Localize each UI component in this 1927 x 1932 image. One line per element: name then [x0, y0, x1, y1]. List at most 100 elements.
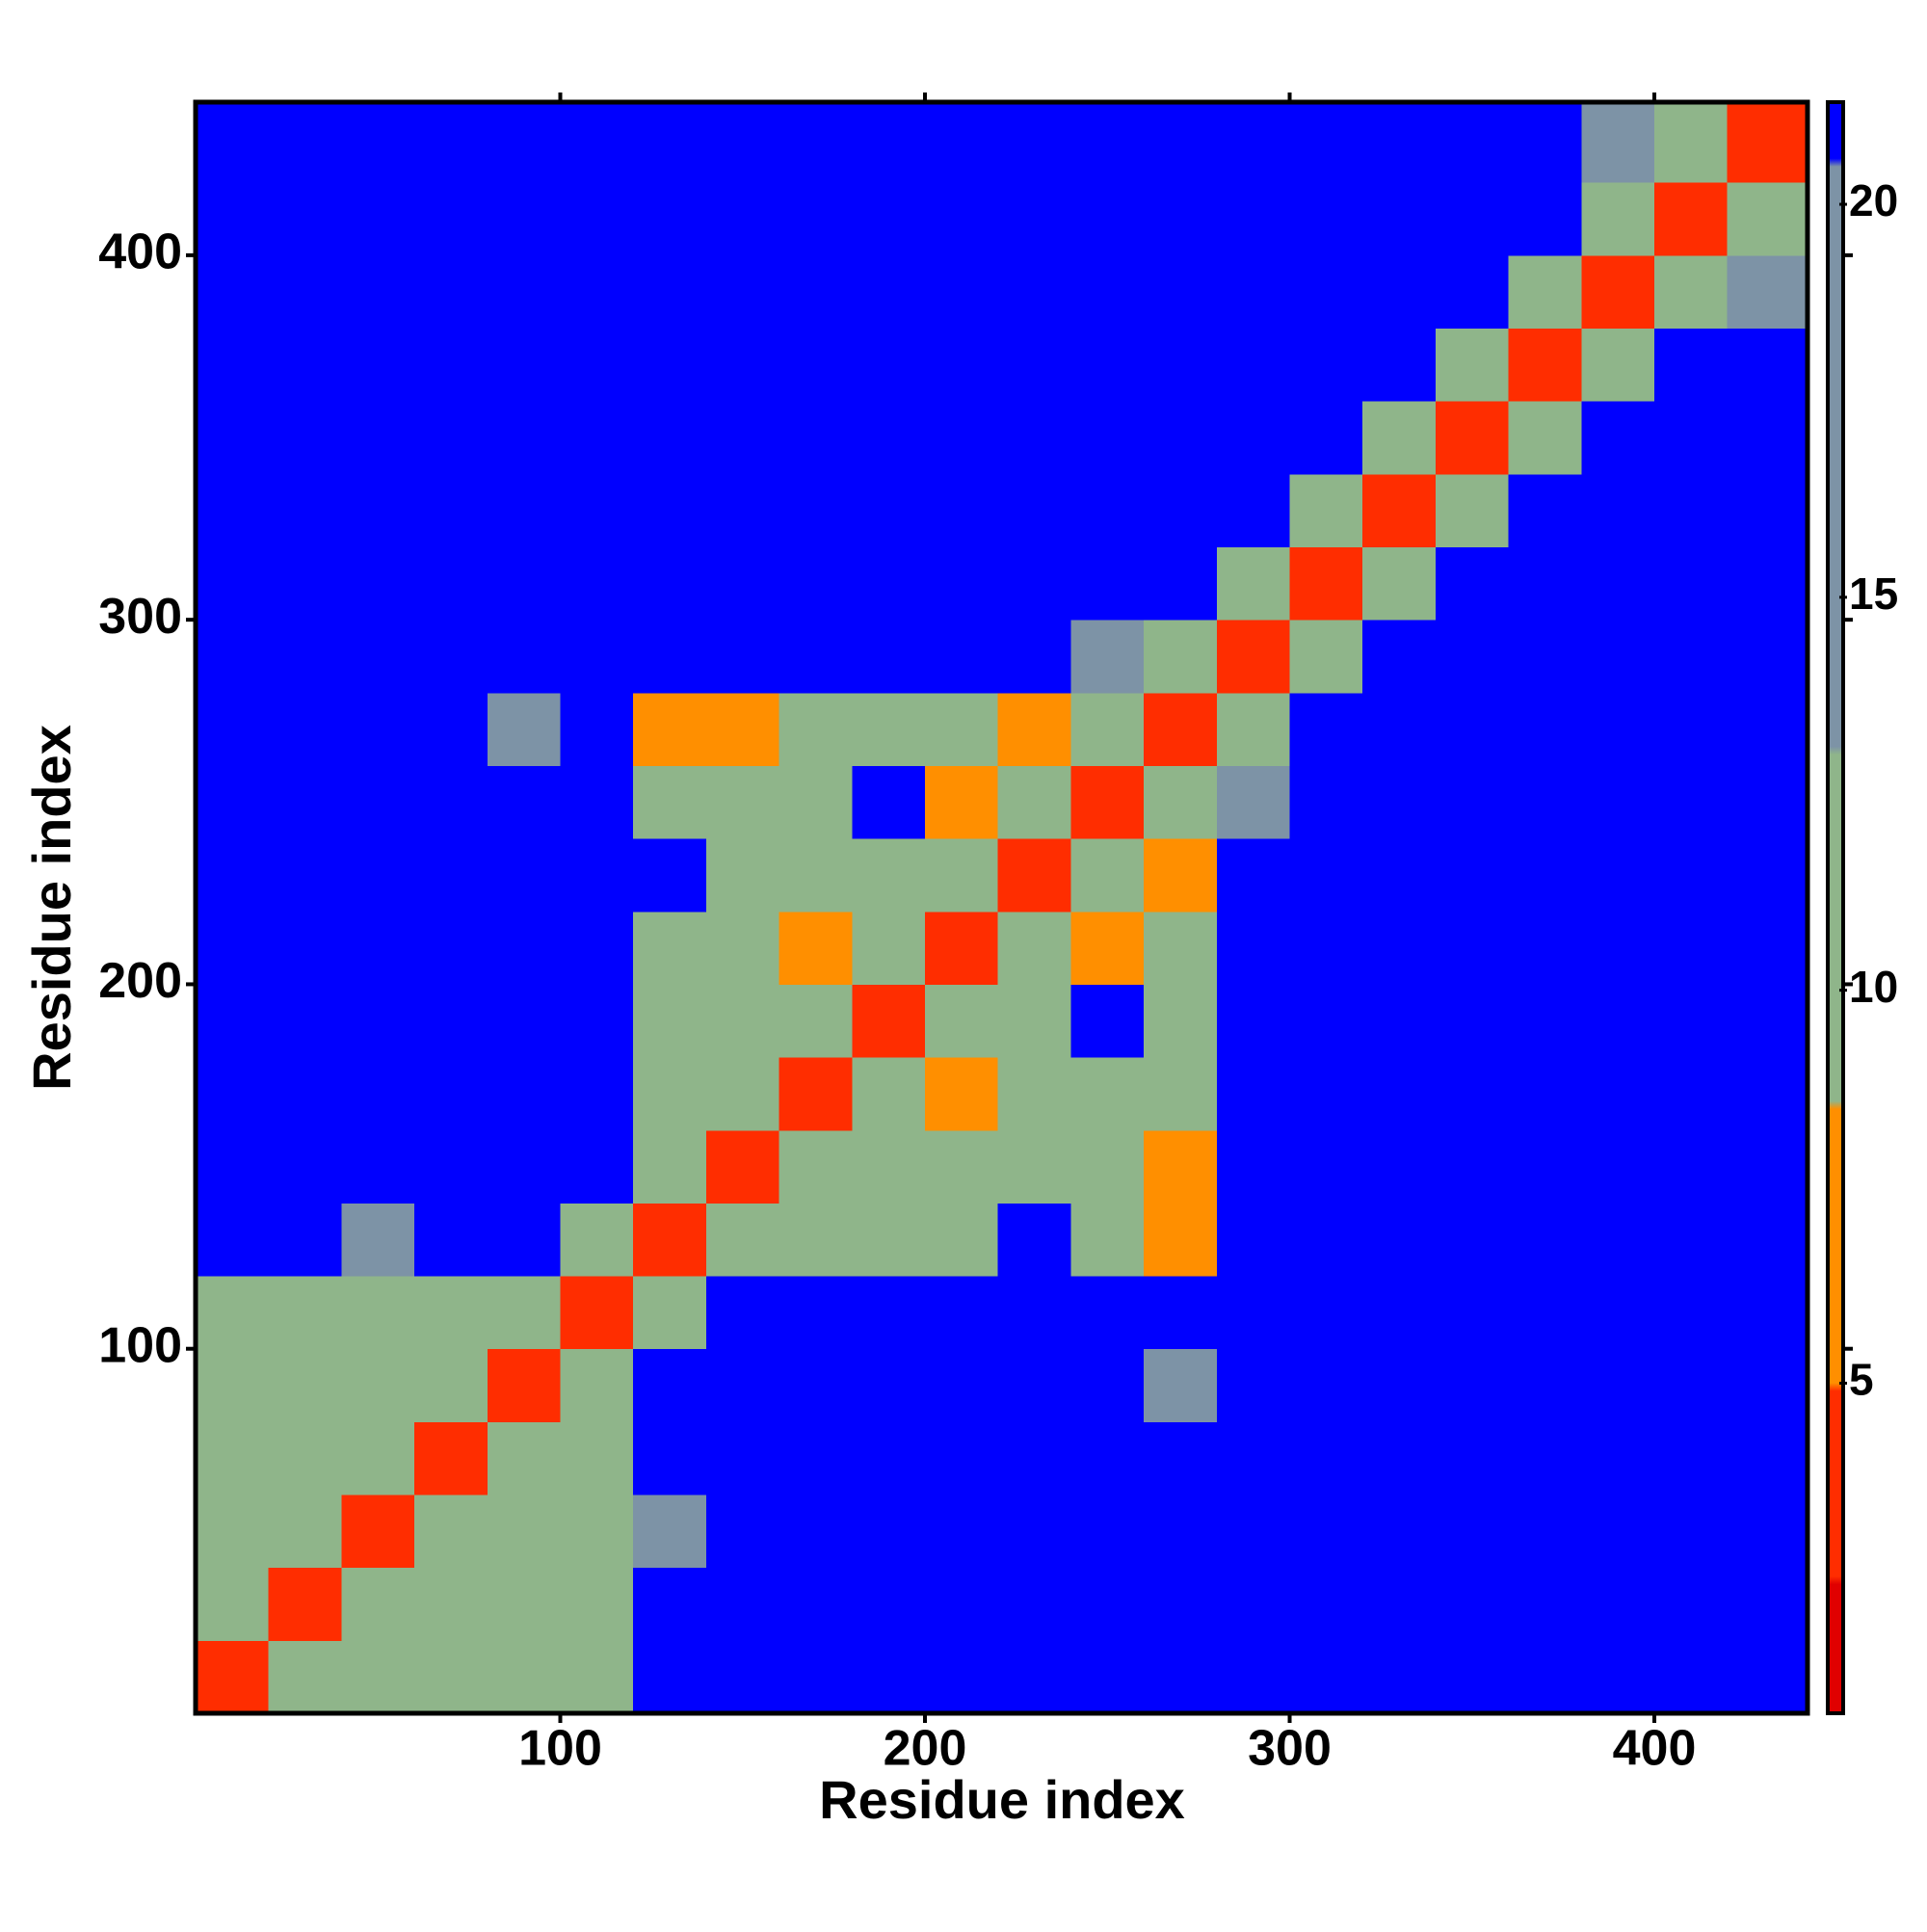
heatmap-cell	[705, 254, 780, 330]
heatmap-cell	[1581, 765, 1655, 839]
heatmap-cell	[560, 984, 634, 1058]
heatmap-cell	[487, 401, 562, 475]
heatmap-cell	[268, 765, 342, 839]
heatmap-cell	[1216, 254, 1291, 330]
heatmap-cell	[925, 1421, 999, 1495]
heatmap-cell	[1727, 620, 1808, 694]
x-tick-label: 100	[518, 1721, 602, 1777]
heatmap-cell	[1435, 1495, 1510, 1569]
heatmap-cell	[196, 1495, 270, 1569]
heatmap-cell	[341, 984, 415, 1058]
heatmap-cell	[1581, 1495, 1655, 1569]
heatmap-cell	[925, 692, 999, 766]
heatmap-cell	[1216, 1276, 1291, 1350]
heatmap-cell	[925, 838, 999, 913]
heatmap-cell	[1216, 328, 1291, 402]
heatmap-cell	[1362, 473, 1437, 548]
heatmap-cell	[1435, 1348, 1510, 1422]
heatmap-cell	[997, 254, 1071, 330]
heatmap-cell	[1362, 1203, 1437, 1277]
heatmap-cell	[1216, 1203, 1291, 1277]
heatmap-cell	[852, 102, 926, 183]
heatmap-cell	[1435, 620, 1510, 694]
heatmap-cell	[633, 1276, 707, 1350]
heatmap-cell	[268, 1421, 342, 1495]
heatmap-cell	[487, 911, 562, 985]
heatmap-cell	[1070, 765, 1145, 839]
heatmap-cell	[1070, 328, 1145, 402]
heatmap-cell	[1362, 1567, 1437, 1641]
heatmap-cell	[633, 1421, 707, 1495]
heatmap-cell	[341, 692, 415, 766]
heatmap-cell	[487, 984, 562, 1058]
heatmap-cell	[560, 838, 634, 913]
heatmap-cell	[268, 102, 342, 183]
heatmap-cell	[1144, 620, 1218, 694]
heatmap-cell	[997, 765, 1071, 839]
heatmap-cell	[341, 546, 415, 621]
heatmap-cell	[341, 1276, 415, 1350]
heatmap-cell	[1727, 984, 1808, 1058]
heatmap-cell	[268, 1348, 342, 1422]
heatmap-cell	[414, 1276, 488, 1350]
heatmap-cell	[196, 765, 270, 839]
heatmap-cell	[705, 1276, 780, 1350]
heatmap-cell	[1435, 692, 1510, 766]
heatmap-cell	[1508, 401, 1582, 475]
heatmap-cell	[925, 473, 999, 548]
heatmap-cell	[1654, 182, 1729, 256]
heatmap-cell	[1070, 1567, 1145, 1641]
heatmap-cell	[1216, 692, 1291, 766]
heatmap-cell	[852, 254, 926, 330]
heatmap-cell	[705, 401, 780, 475]
heatmap-cell	[1435, 1567, 1510, 1641]
heatmap-cell	[997, 838, 1071, 913]
heatmap-cell	[1144, 1495, 1218, 1569]
heatmap-cell	[414, 1640, 488, 1714]
heatmap-cell	[997, 473, 1071, 548]
x-tick-label: 200	[884, 1721, 967, 1777]
heatmap-cell	[633, 1203, 707, 1277]
heatmap-cell	[268, 254, 342, 330]
heatmap-cell	[268, 692, 342, 766]
heatmap-cell	[1362, 1129, 1437, 1204]
heatmap-cell	[414, 1421, 488, 1495]
heatmap-cell	[779, 546, 853, 621]
heatmap-cell	[1362, 838, 1437, 913]
heatmap-cell	[1727, 1421, 1808, 1495]
heatmap-cell	[1070, 401, 1145, 475]
heatmap-cell	[414, 692, 488, 766]
heatmap-cell	[852, 838, 926, 913]
heatmap-cell	[341, 1495, 415, 1569]
heatmap-cell	[1508, 1129, 1582, 1204]
heatmap-cell	[1581, 984, 1655, 1058]
heatmap-cell	[196, 182, 270, 256]
heatmap-cell	[779, 1421, 853, 1495]
y-tick-label: 200	[98, 953, 182, 1009]
heatmap-cell	[487, 1567, 562, 1641]
heatmap-cell	[925, 182, 999, 256]
x-tick-label: 400	[1613, 1721, 1697, 1777]
heatmap-cell	[705, 1495, 780, 1569]
heatmap-cell	[196, 984, 270, 1058]
heatmap-cell	[1362, 328, 1437, 402]
heatmap-cell	[1435, 1276, 1510, 1350]
heatmap-cell	[341, 1567, 415, 1641]
heatmap-cell	[414, 1129, 488, 1204]
heatmap-cell	[1144, 984, 1218, 1058]
heatmap-cell	[852, 984, 926, 1058]
heatmap-cell	[779, 1276, 853, 1350]
heatmap-cell	[1581, 620, 1655, 694]
heatmap-cell	[779, 1057, 853, 1131]
heatmap-cell	[1216, 911, 1291, 985]
heatmap-cell	[196, 1640, 270, 1714]
heatmap-cell	[196, 692, 270, 766]
colorbar-tick-label: 20	[1849, 175, 1898, 225]
heatmap-cell	[1581, 328, 1655, 402]
heatmap-cell	[1362, 182, 1437, 256]
heatmap-cell	[414, 102, 488, 183]
heatmap-cell	[1508, 473, 1582, 548]
heatmap-cell	[1216, 1348, 1291, 1422]
heatmap-cell	[705, 692, 780, 766]
heatmap-cell	[997, 984, 1071, 1058]
